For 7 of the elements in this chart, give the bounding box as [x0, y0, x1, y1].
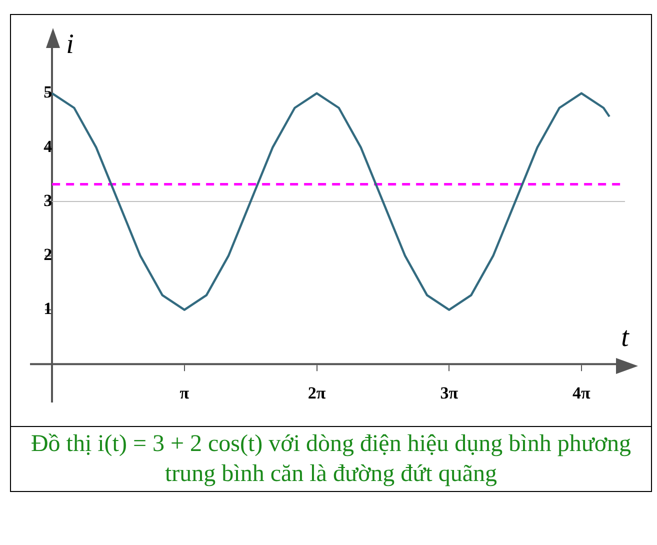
x-axis-title: t: [621, 322, 630, 353]
y-axis-title: i: [66, 29, 74, 60]
x-tick-label: π: [180, 383, 190, 402]
text: Đồ thị i(t) = 3 + 2 cos(t) với dòng điện hiệu dụng bình phương trung bình căn là đường đứt quãng: [30, 430, 632, 489]
x-tick-label: 2π: [308, 383, 326, 402]
x-tick-label: 4π: [572, 383, 592, 402]
x-tick-label: 3π: [440, 383, 459, 402]
